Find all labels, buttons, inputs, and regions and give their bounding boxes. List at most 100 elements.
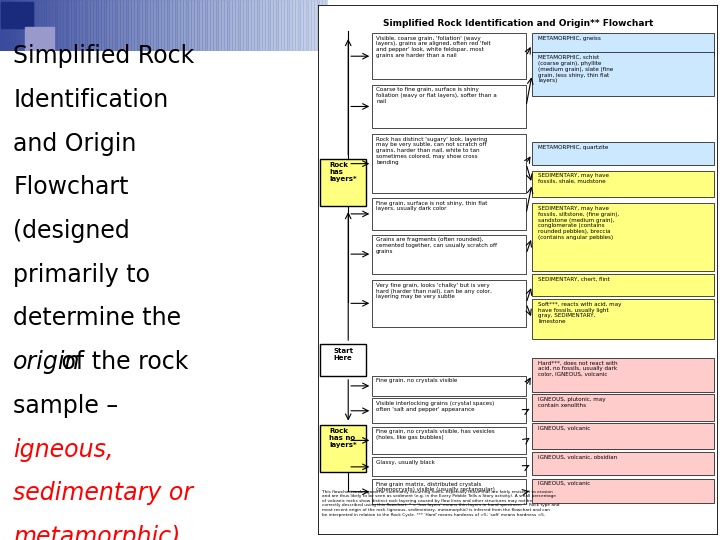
Bar bbox=[372, 85, 526, 128]
Bar bbox=[66, 0, 68, 51]
Bar bbox=[52, 0, 55, 51]
Bar bbox=[104, 0, 107, 51]
Text: Fine grain matrix, distributed crystals
(phenocrysts) visible (usually rectangul: Fine grain matrix, distributed crystals … bbox=[376, 482, 495, 492]
Text: of the rock: of the rock bbox=[54, 350, 188, 374]
Bar bbox=[180, 0, 183, 51]
Bar bbox=[148, 0, 150, 51]
Bar bbox=[270, 0, 273, 51]
Bar bbox=[314, 0, 317, 51]
Text: metamorphic).: metamorphic). bbox=[14, 525, 188, 540]
Bar bbox=[87, 0, 90, 51]
Bar bbox=[295, 0, 297, 51]
Text: sedimentary or: sedimentary or bbox=[14, 482, 194, 505]
Bar bbox=[372, 33, 526, 79]
Text: igneous,: igneous, bbox=[14, 438, 114, 462]
Bar bbox=[17, 0, 19, 51]
Bar bbox=[207, 0, 210, 51]
Bar bbox=[532, 394, 714, 421]
Bar bbox=[213, 0, 216, 51]
Bar bbox=[372, 457, 526, 476]
Bar bbox=[117, 0, 120, 51]
Bar bbox=[131, 0, 134, 51]
Bar bbox=[161, 0, 164, 51]
Bar bbox=[232, 0, 235, 51]
Bar bbox=[164, 0, 166, 51]
Bar bbox=[46, 0, 49, 51]
Text: IGNEOUS, volcanic: IGNEOUS, volcanic bbox=[538, 481, 590, 486]
Text: Fine grain, no crystals visible: Fine grain, no crystals visible bbox=[376, 379, 457, 383]
Bar bbox=[27, 0, 30, 51]
Text: Coarse to fine grain, surface is shiny
foliation (wavy or flat layers), softer t: Coarse to fine grain, surface is shiny f… bbox=[376, 87, 497, 104]
Bar bbox=[251, 0, 254, 51]
Bar bbox=[172, 0, 175, 51]
Text: METAMORPHIC, gneiss: METAMORPHIC, gneiss bbox=[538, 36, 601, 40]
Bar bbox=[175, 0, 177, 51]
Bar bbox=[68, 0, 71, 51]
Bar bbox=[372, 198, 526, 230]
Text: determine the: determine the bbox=[14, 307, 181, 330]
Bar bbox=[183, 0, 186, 51]
Bar bbox=[96, 0, 98, 51]
Bar bbox=[273, 0, 276, 51]
Bar bbox=[82, 0, 85, 51]
Bar bbox=[1, 2, 33, 28]
Bar bbox=[317, 0, 320, 51]
Bar bbox=[300, 0, 303, 51]
Text: Rock
has
layers*: Rock has layers* bbox=[330, 162, 357, 182]
Bar bbox=[532, 423, 714, 449]
Bar bbox=[158, 0, 161, 51]
Text: sample –: sample – bbox=[14, 394, 119, 418]
Bar bbox=[372, 280, 526, 327]
Bar bbox=[284, 0, 287, 51]
Text: Rock
has no
layers*: Rock has no layers* bbox=[330, 428, 357, 448]
Bar bbox=[120, 0, 123, 51]
Bar bbox=[24, 0, 27, 51]
Text: IGNEOUS, plutonic, may
contain xenoliths: IGNEOUS, plutonic, may contain xenoliths bbox=[538, 397, 606, 408]
Bar bbox=[320, 424, 366, 472]
Text: METAMORPHIC, quartzite: METAMORPHIC, quartzite bbox=[538, 145, 608, 150]
Bar bbox=[532, 204, 714, 271]
Bar bbox=[289, 0, 292, 51]
Bar bbox=[218, 0, 221, 51]
Text: SEDIMENTARY, may have
fossils, siltstone, (fine grain),
sandstone (medium grain): SEDIMENTARY, may have fossils, siltstone… bbox=[538, 206, 619, 240]
Bar bbox=[256, 0, 259, 51]
Bar bbox=[166, 0, 169, 51]
Text: This flowchart is designed for commonly occurring rocks, especially those that a: This flowchart is designed for commonly … bbox=[323, 490, 559, 517]
Bar bbox=[22, 0, 24, 51]
Bar bbox=[268, 0, 270, 51]
Bar bbox=[372, 398, 526, 423]
Bar bbox=[325, 0, 328, 51]
Bar bbox=[63, 0, 66, 51]
Bar bbox=[30, 0, 33, 51]
Bar bbox=[224, 0, 227, 51]
Text: Rock has distinct 'sugary' look, layering
may be very subtle, can not scratch of: Rock has distinct 'sugary' look, layerin… bbox=[376, 137, 487, 165]
Bar bbox=[114, 0, 117, 51]
Bar bbox=[79, 0, 82, 51]
Text: Simplified Rock: Simplified Rock bbox=[14, 44, 194, 68]
Bar bbox=[71, 0, 73, 51]
Text: Fine grain, surface is not shiny, thin flat
layers, usually dark color: Fine grain, surface is not shiny, thin f… bbox=[376, 201, 487, 212]
Bar bbox=[93, 0, 96, 51]
Bar bbox=[532, 52, 714, 97]
Bar bbox=[532, 33, 714, 56]
Bar bbox=[227, 0, 229, 51]
Bar bbox=[199, 0, 202, 51]
Bar bbox=[279, 0, 282, 51]
Text: METAMORPHIC, schist
(coarse grain), phyllite
(medium grain), slate (fine
grain, : METAMORPHIC, schist (coarse grain), phyl… bbox=[538, 55, 613, 83]
Bar bbox=[153, 0, 156, 51]
Bar bbox=[11, 0, 14, 51]
Bar bbox=[204, 0, 207, 51]
Bar bbox=[254, 0, 256, 51]
Bar bbox=[372, 376, 526, 396]
Bar bbox=[134, 0, 137, 51]
Bar bbox=[55, 0, 58, 51]
Bar bbox=[259, 0, 262, 51]
Text: IGNEOUS, volcanic: IGNEOUS, volcanic bbox=[538, 426, 590, 431]
Bar bbox=[532, 299, 714, 339]
Text: primarily to: primarily to bbox=[14, 263, 150, 287]
Bar bbox=[235, 0, 238, 51]
Text: Hard***, does not react with
acid, no fossils, usually dark
color, IGNEOUS, volc: Hard***, does not react with acid, no fo… bbox=[538, 361, 618, 377]
Bar bbox=[139, 0, 142, 51]
Bar bbox=[532, 274, 714, 296]
Bar bbox=[49, 0, 52, 51]
